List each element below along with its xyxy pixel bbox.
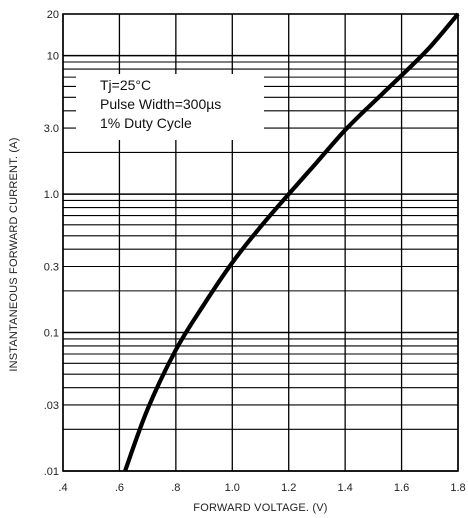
x-tick-label: 1.6 [394,482,409,494]
y-tick-label: .01 [44,466,59,478]
annotation-line: 1% Duty Cycle [100,115,192,131]
y-tick-label: 0.1 [44,328,59,340]
y-tick-label: 20 [47,9,59,21]
y-tick-label: 0.3 [44,262,59,274]
annotation-line: Tj=25°C [100,77,151,93]
y-tick-label: .03 [44,400,59,412]
x-tick-label: .6 [115,482,124,494]
x-tick-label: 1.2 [281,482,296,494]
x-tick-label: .8 [171,482,180,494]
y-tick-label: 1.0 [44,189,59,201]
annotation-line: Pulse Width=300µs [100,96,221,112]
y-tick-label: 10 [47,51,59,63]
y-tick-label: 3.0 [44,123,59,135]
annotation-background [76,74,264,140]
x-tick-labels: .4 .6 .8 1.0 1.2 1.4 1.6 1.8 [58,482,465,494]
y-axis-title: INSTANTANEOUS FORWARD CURRENT. (A) [8,137,20,371]
forward-characteristic-curve [123,12,460,472]
annotation-box: Tj=25°C Pulse Width=300µs 1% Duty Cycle [76,74,264,140]
x-tick-label: .4 [58,482,67,494]
x-tick-label: 1.8 [450,482,465,494]
grid-lines [62,13,459,472]
plot-frame [62,13,459,472]
y-tick-labels: .01 .03 0.1 0.3 1.0 3.0 10 20 [44,9,59,478]
curve-layer [123,12,460,472]
x-tick-label: 1.4 [337,482,352,494]
x-axis-title: FORWARD VOLTAGE. (V) [193,502,327,514]
x-tick-label: 1.0 [225,482,240,494]
